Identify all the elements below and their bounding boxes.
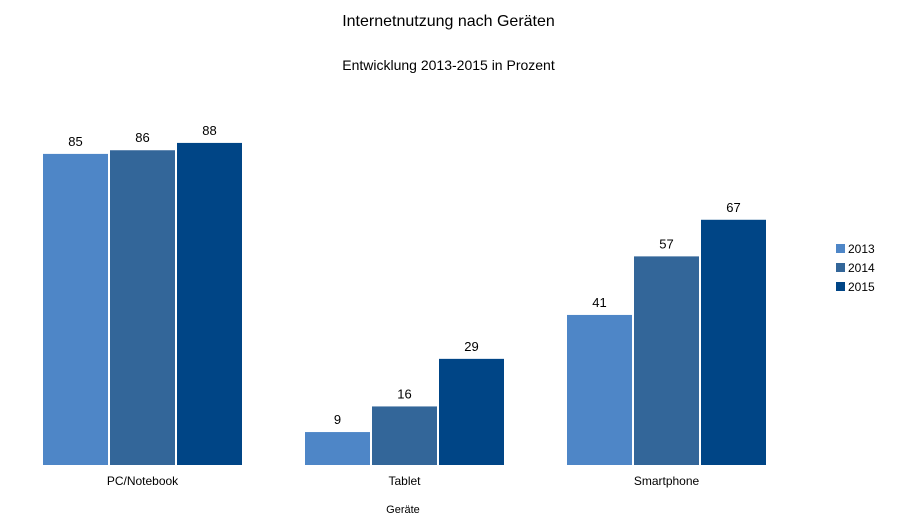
legend-item-2013: 2013 (836, 239, 875, 258)
value-label-pc-notebook-2014: 86 (135, 130, 149, 145)
bar-smartphone-2014 (634, 256, 699, 465)
bar-tablet-2013 (305, 432, 370, 465)
legend-swatch-2013 (836, 244, 845, 253)
legend: 2013 2014 2015 (836, 239, 875, 296)
x-axis-label: Geräte (386, 504, 420, 516)
legend-item-2015: 2015 (836, 277, 875, 296)
legend-label-2015: 2015 (848, 279, 875, 294)
value-label-pc-notebook-2013: 85 (68, 134, 82, 149)
chart-subtitle: Entwicklung 2013-2015 in Prozent (342, 57, 555, 73)
bar-tablet-2015 (439, 358, 504, 465)
bars-group (43, 142, 766, 466)
bar-pc-notebook-2014 (110, 150, 175, 466)
value-label-smartphone-2013: 41 (592, 295, 606, 310)
category-labels-group: PC/Notebook Tablet Smartphone (107, 474, 700, 488)
legend-item-2014: 2014 (836, 258, 875, 277)
bar-tablet-2014 (372, 406, 437, 465)
legend-label-2014: 2014 (848, 260, 875, 275)
legend-swatch-2014 (836, 263, 845, 272)
bar-smartphone-2013 (567, 314, 632, 465)
bar-pc-notebook-2013 (43, 153, 108, 465)
value-label-tablet-2014: 16 (397, 386, 411, 401)
value-label-tablet-2015: 29 (464, 339, 478, 354)
legend-swatch-2015 (836, 282, 845, 291)
chart-title: Internetnutzung nach Geräten (342, 13, 555, 30)
category-label-pc-notebook: PC/Notebook (107, 474, 179, 488)
value-label-pc-notebook-2015: 88 (202, 123, 216, 138)
value-label-tablet-2013: 9 (334, 412, 341, 427)
bar-pc-notebook-2015 (177, 142, 242, 466)
value-labels-group: 85 86 88 9 16 29 41 57 67 (68, 123, 740, 427)
category-label-smartphone: Smartphone (634, 474, 700, 488)
bar-smartphone-2015 (701, 219, 766, 465)
value-label-smartphone-2014: 57 (659, 236, 673, 251)
category-label-tablet: Tablet (388, 474, 421, 488)
legend-label-2013: 2013 (848, 241, 875, 256)
value-label-smartphone-2015: 67 (726, 200, 740, 215)
